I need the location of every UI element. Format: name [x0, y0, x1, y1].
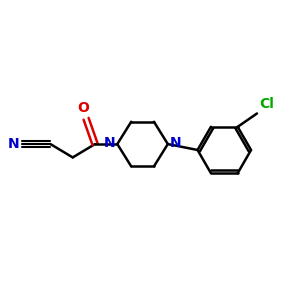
Text: O: O	[77, 101, 89, 115]
Text: N: N	[8, 137, 20, 151]
Text: N: N	[170, 136, 182, 151]
Text: Cl: Cl	[259, 98, 274, 111]
Text: N: N	[103, 136, 115, 151]
